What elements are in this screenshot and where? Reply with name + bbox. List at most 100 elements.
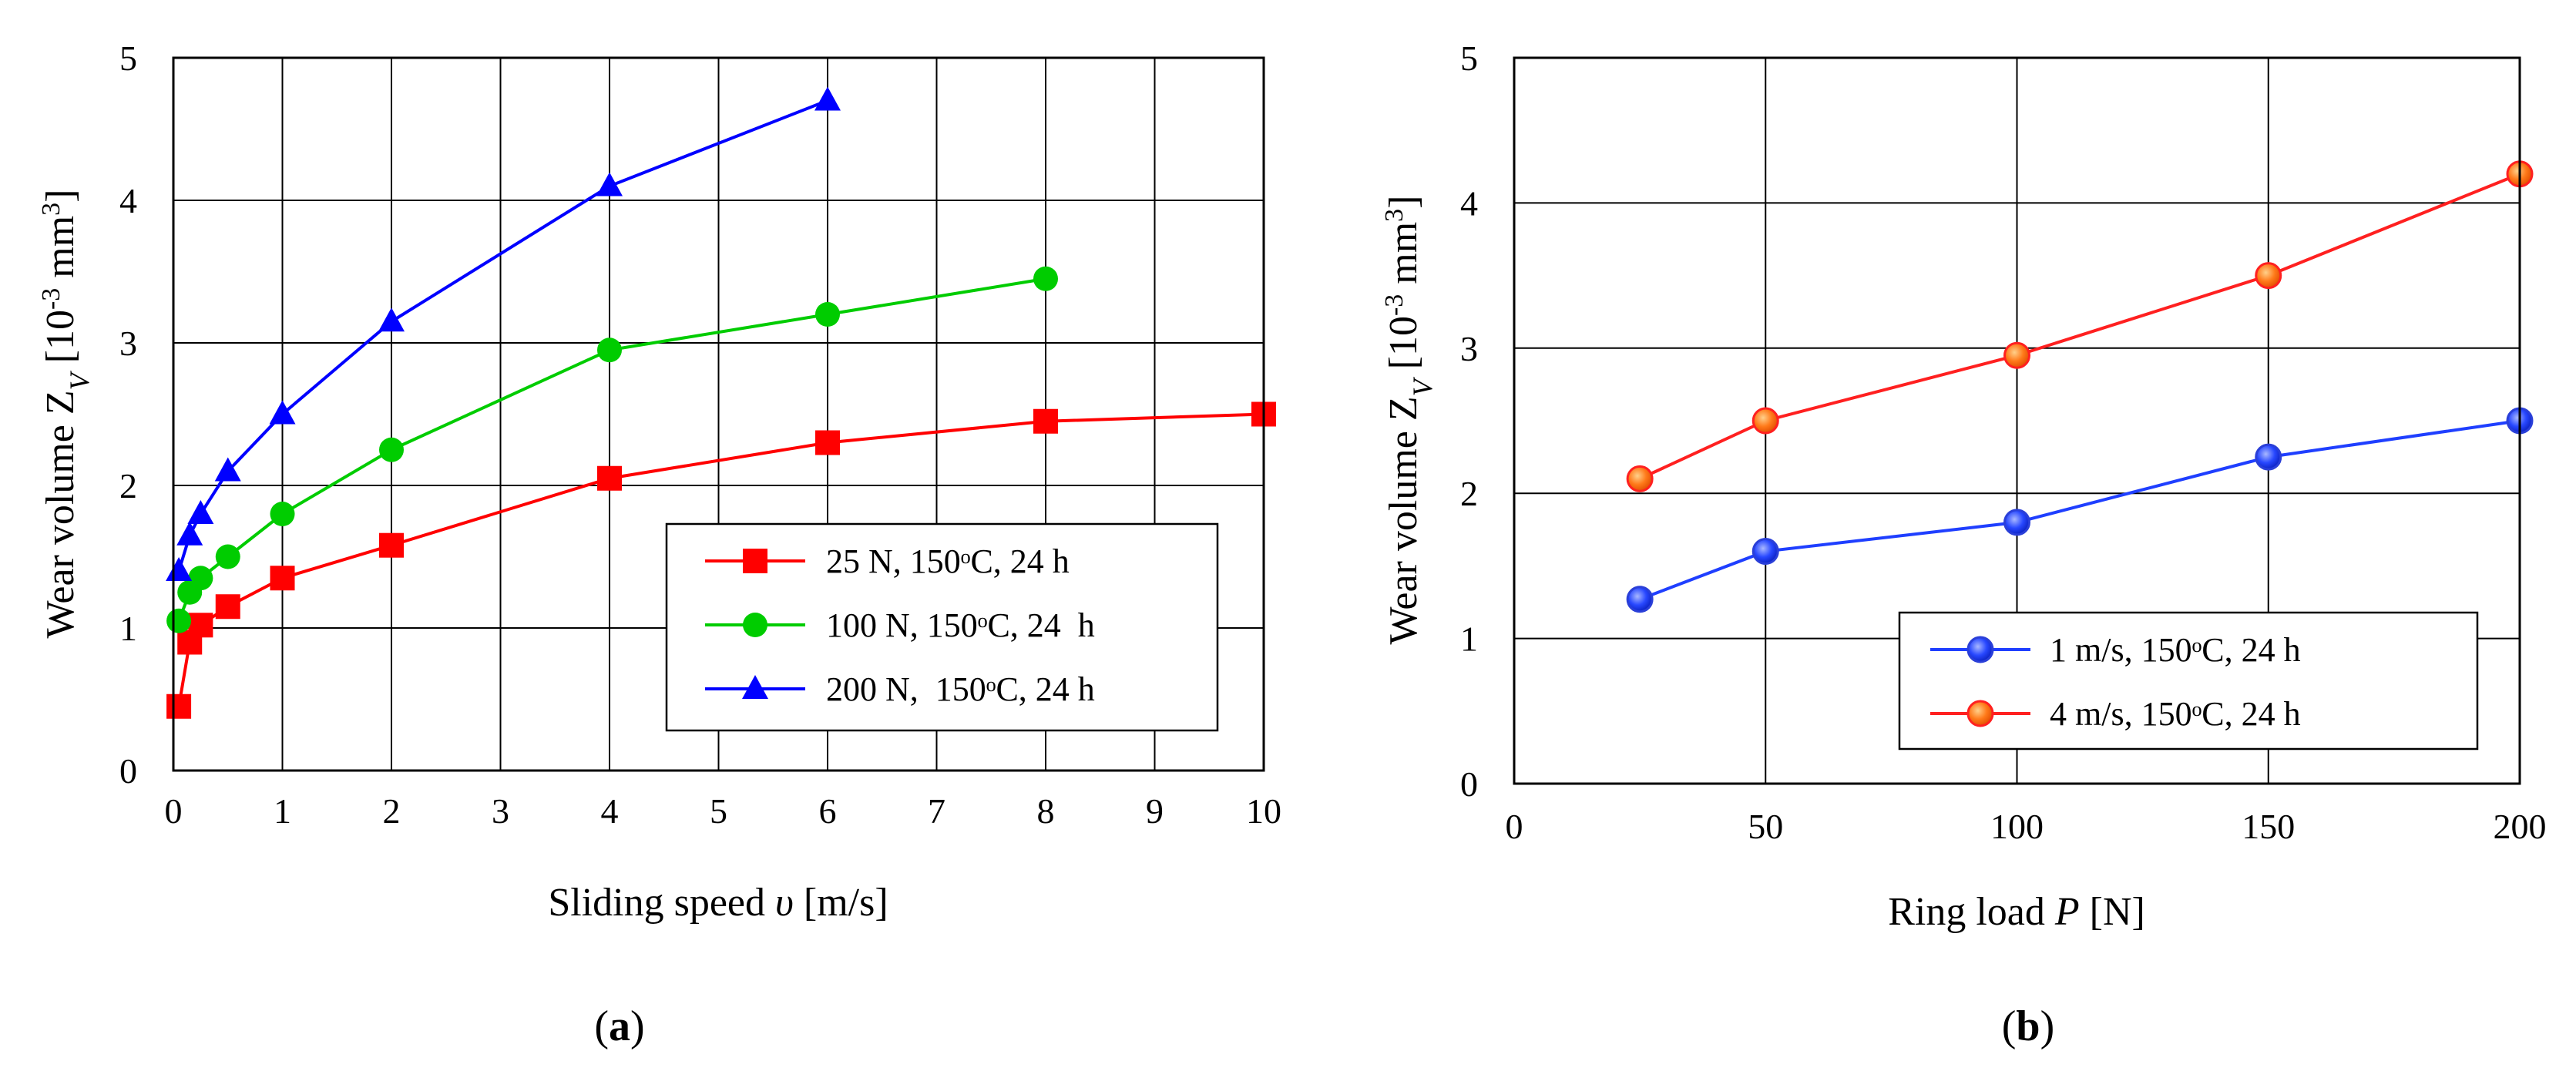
legend-label: 4 m/s, 150ᵒC, 24 h: [2050, 695, 2301, 733]
data-point: [2003, 509, 2030, 536]
plot-frame-a: [172, 56, 1265, 772]
y-tick-labels-b: 0 1 2 3 4 5: [1460, 39, 1478, 804]
data-point: [269, 400, 296, 425]
data-point: [379, 437, 404, 462]
x-tick-label: 3: [492, 791, 509, 831]
data-point: [214, 457, 241, 482]
panel-label-b: (b): [2002, 1002, 2054, 1050]
y-tick-label: 2: [119, 466, 137, 505]
data-point: [187, 500, 214, 524]
data-point: [1033, 408, 1058, 434]
x-tick-label: 6: [819, 791, 837, 831]
data-point: [176, 521, 203, 546]
legend-label: 100 N, 150ᵒC, 24 h: [826, 606, 1095, 644]
x-tick-label: 7: [928, 791, 945, 831]
data-point: [270, 502, 295, 526]
legend-marker: [1966, 636, 1994, 663]
series-line: [1639, 419, 2521, 601]
data-point: [1033, 266, 1058, 291]
data-point: [215, 594, 240, 620]
y-tick-label: 3: [1460, 329, 1478, 368]
legend-item: 1 m/s, 150ᵒC, 24 h: [1930, 631, 2301, 669]
x-tick-label: 50: [1748, 807, 1783, 846]
legend-marker: [1966, 700, 1994, 727]
y-axis-label-b: Wear volume ZV [10-3 mm3]: [1380, 195, 1439, 644]
legend-marker: [742, 675, 768, 699]
x-tick-label: 100: [1990, 807, 2044, 846]
data-point: [1751, 407, 1779, 435]
x-tick-label: 5: [710, 791, 727, 831]
data-point: [597, 465, 622, 491]
series-a-2: [166, 86, 841, 581]
plot-frame-b: [1513, 56, 2521, 785]
x-tick-label: 0: [1506, 807, 1523, 846]
y-tick-label: 0: [1460, 764, 1478, 804]
data-point: [188, 566, 213, 591]
data-point: [597, 337, 622, 363]
x-tick-label: 10: [1246, 791, 1281, 831]
x-tick-label: 4: [601, 791, 619, 831]
data-point: [166, 693, 192, 719]
data-point: [2003, 341, 2030, 369]
legend-item: 100 N, 150ᵒC, 24 h: [705, 606, 1095, 644]
data-point: [188, 613, 213, 638]
series-line: [1639, 172, 2521, 481]
data-point: [814, 86, 841, 111]
y-tick-label: 5: [119, 39, 137, 78]
series-b-1: [1626, 160, 2534, 492]
data-point: [2255, 262, 2282, 290]
data-point: [2255, 443, 2282, 471]
y-tick-label: 1: [1460, 620, 1478, 659]
legend-label: 1 m/s, 150ᵒC, 24 h: [2050, 631, 2301, 669]
y-tick-label: 4: [1460, 183, 1478, 223]
data-point: [1751, 538, 1779, 566]
legend-item: 4 m/s, 150ᵒC, 24 h: [1930, 695, 2301, 733]
data-point: [166, 557, 193, 581]
y-tick-label: 1: [119, 609, 137, 648]
data-point: [815, 302, 840, 327]
y-tick-label: 2: [1460, 474, 1478, 513]
legend-b: 1 m/s, 150ᵒC, 24 h 4 m/s, 150ᵒC, 24 h: [1898, 611, 2479, 751]
y-tick-label: 4: [119, 181, 137, 220]
x-tick-label: 2: [383, 791, 401, 831]
x-tick-labels-a: 0 1 2 3 4 5 6 7 8 9 10: [165, 791, 1282, 831]
x-tick-label: 200: [2494, 807, 2547, 846]
y-tick-label: 0: [119, 751, 137, 791]
chart-panel-b: 0 50 100 150 200 0 1 2 3 4 5 Ring load P [N] Wear…: [1380, 39, 2547, 1050]
series-group-b: [1626, 160, 2534, 613]
x-axis-label-b: Ring load P [N]: [1888, 890, 2145, 934]
legend-a: 25 N, 150ᵒC, 24 h 100 N, 150ᵒC, 24 h 200 N…: [665, 522, 1219, 732]
legend-label: 200 N, 150ᵒC, 24 h: [826, 670, 1095, 708]
series-line: [177, 99, 828, 572]
data-point: [815, 430, 840, 455]
x-tick-label: 1: [274, 791, 291, 831]
legend-marker: [743, 549, 767, 573]
series-b-0: [1626, 407, 2534, 613]
data-point: [378, 307, 405, 332]
legend-label: 25 N, 150ᵒC, 24 h: [826, 542, 1070, 580]
data-point: [379, 532, 404, 558]
x-axis-label-a: Sliding speed υ [m/s]: [548, 881, 888, 925]
data-point: [166, 608, 192, 633]
data-point: [1626, 465, 1654, 492]
legend-item: 25 N, 150ᵒC, 24 h: [705, 542, 1070, 580]
data-point: [596, 172, 623, 196]
data-point: [215, 544, 240, 569]
legend-item: 200 N, 150ᵒC, 24 h: [705, 670, 1095, 708]
panel-label-a: (a): [594, 1002, 644, 1050]
chart-panel-a: 0 1 2 3 4 5 6 7 8 9 10 0 1 2 3 4 5 Sliding speed υ [m/s…: [37, 39, 1282, 1050]
legend-marker: [743, 613, 767, 637]
y-tick-label: 3: [119, 324, 137, 363]
x-tick-label: 8: [1037, 791, 1055, 831]
x-tick-label: 9: [1146, 791, 1164, 831]
data-point: [270, 566, 295, 591]
y-tick-label: 5: [1460, 39, 1478, 78]
data-point: [1626, 586, 1654, 613]
legend-box: [1898, 611, 2479, 751]
x-tick-labels-b: 0 50 100 150 200: [1506, 807, 2547, 846]
y-tick-labels-a: 0 1 2 3 4 5: [119, 39, 137, 791]
series-group-a: [166, 86, 1276, 719]
x-tick-label: 0: [165, 791, 183, 831]
x-tick-label: 150: [2242, 807, 2295, 846]
